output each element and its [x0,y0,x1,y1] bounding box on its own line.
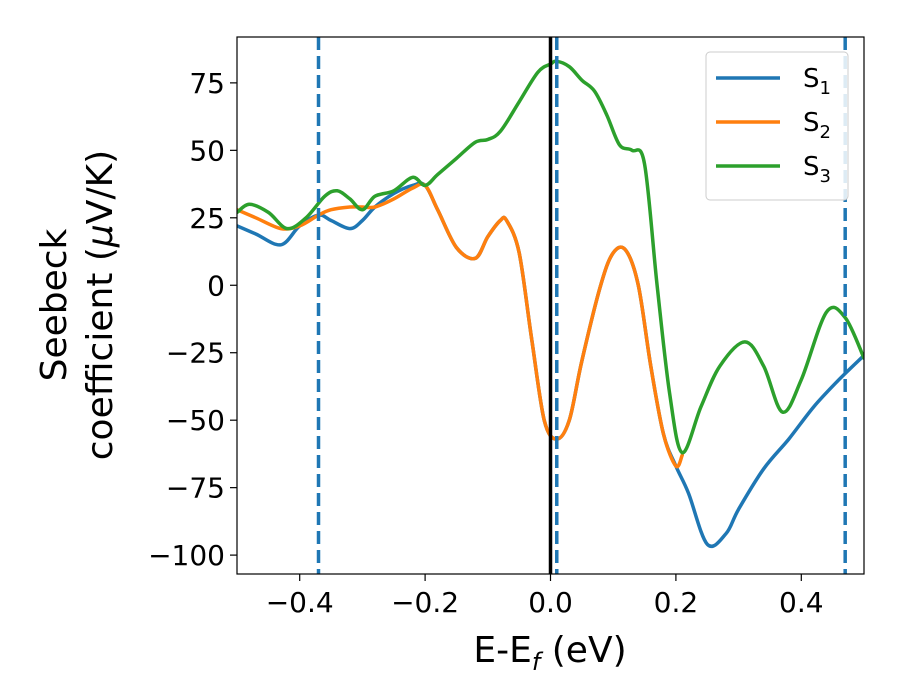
series-lines [237,59,864,549]
x-tick-label: −0.2 [391,586,459,619]
series-line-s3 [237,59,864,455]
y-axis-label-mu: μ [80,224,121,248]
x-axis-label-unit: (eV) [540,630,626,671]
y-axis-label-line1: Seebeck [34,228,75,381]
y-tick-label: 75 [189,67,225,100]
legend-box [705,51,849,201]
y-tick-label: 0 [207,269,225,302]
y-tick-label: −100 [148,539,225,572]
legend-label-s2: S2 [803,108,831,143]
x-tick-label: 0.4 [779,586,824,619]
legend-label-s1: S1 [803,64,831,99]
y-axis-label-prefix: coefficient ( [80,247,121,460]
x-tick-label: 0.2 [654,586,699,619]
x-tick-label: −0.4 [266,586,334,619]
y-axis-label-suffix: V/K) [80,150,121,224]
y-tick-label: −75 [166,472,225,505]
y-tick-label: −25 [166,337,225,370]
x-axis-label-main: E-E [473,630,531,671]
x-axis-label: E-Ef (eV) [473,630,626,676]
y-axis-label-line2: coefficient (μV/K) [80,150,121,460]
axis-ticks: −0.4 −0.2 0.0 0.2 0.4 −100 −75 −50 −25 0 25 50 75 [148,67,823,619]
y-tick-label: 25 [189,202,225,235]
x-tick-label: 0.0 [528,586,573,619]
legend: S1 S2 S3 [705,51,849,201]
y-axis-label-2: coefficient (μV/K) [80,150,121,460]
series-line-s2 [237,182,684,469]
reference-lines [316,37,847,574]
y-tick-label: 50 [189,134,225,167]
y-axis-label: Seebeck [34,228,75,381]
legend-label-s3: S3 [803,152,831,187]
y-tick-label: −50 [166,404,225,437]
